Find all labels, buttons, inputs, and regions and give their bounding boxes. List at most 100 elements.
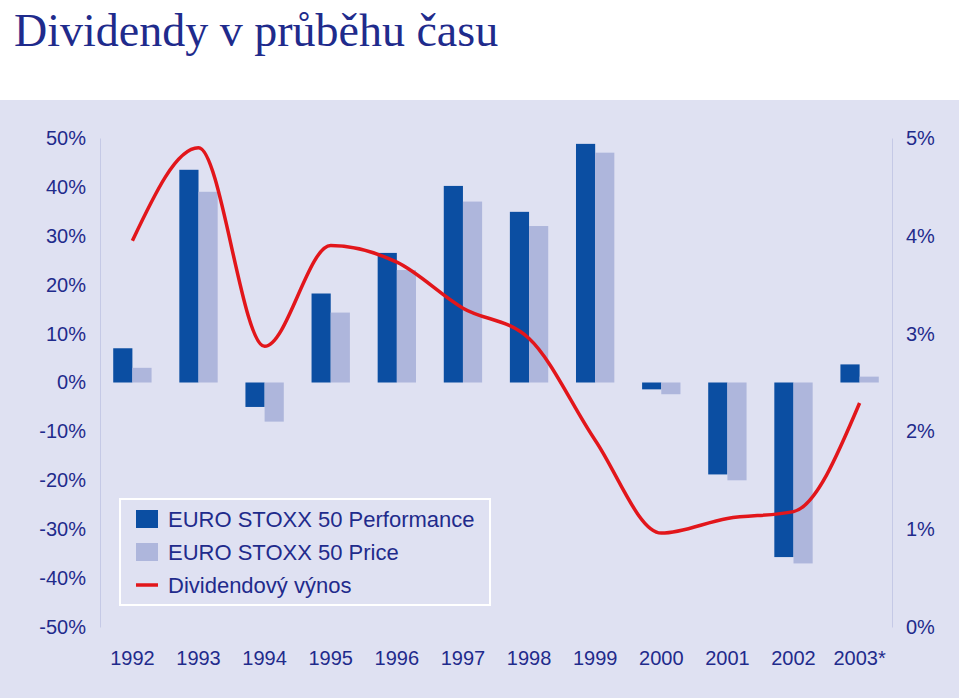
tick-label: -30%: [39, 518, 86, 540]
tick: 2%: [892, 420, 935, 442]
tick-label: 1995: [308, 647, 353, 669]
tick: 1992: [110, 627, 155, 669]
bar: [595, 153, 614, 383]
tick: 3%: [892, 323, 935, 345]
bar: [113, 348, 132, 382]
bar-series: [113, 144, 859, 557]
bar: [793, 383, 812, 564]
bar: [199, 192, 218, 383]
bar: [774, 383, 793, 558]
y2-axis: 0% 1% 2% 3% 4% 5%: [892, 127, 935, 638]
bar: [331, 313, 350, 383]
tick-label: 1996: [375, 647, 420, 669]
bar: [840, 364, 859, 382]
tick-label: 50%: [46, 127, 86, 149]
tick: -40%: [39, 567, 100, 589]
tick-label: 1999: [573, 647, 618, 669]
axis-line: [100, 139, 101, 628]
bar: [642, 383, 661, 390]
tick-label: -40%: [39, 567, 86, 589]
y-axis: -50% -40% -30% -20% -10% 0% 10% 20% 30% 40% 50%: [39, 127, 100, 638]
tick: 1%: [892, 518, 935, 540]
legend-box: [120, 499, 490, 605]
bar: [510, 212, 529, 383]
panel-background: [0, 100, 959, 698]
tick: 5%: [892, 127, 935, 149]
tick-label: 2002: [771, 647, 816, 669]
legend-item: Dividendový výnos: [136, 573, 351, 598]
tick: -50%: [39, 616, 100, 638]
tick: 1993: [176, 627, 221, 669]
tick: 0%: [57, 371, 100, 393]
tick: 1997: [441, 627, 486, 669]
bar: [708, 383, 727, 475]
tick: 1998: [507, 627, 552, 669]
tick-label: 0%: [57, 371, 86, 393]
tick: 1994: [242, 627, 287, 669]
bar: [860, 377, 879, 383]
tick: -30%: [39, 518, 100, 540]
bar: [312, 294, 331, 383]
chart: Dividendy v průběhu času -50% -40% -30% -20%…: [0, 0, 959, 698]
tick-label: -50%: [39, 616, 86, 638]
tick: 1996: [375, 627, 420, 669]
legend-label: Dividendový výnos: [168, 573, 351, 598]
tick: 2002: [771, 627, 816, 669]
tick-label: 2%: [906, 420, 935, 442]
tick-label: 3%: [906, 323, 935, 345]
axis-line: [892, 139, 893, 628]
tick: 0%: [892, 616, 935, 638]
tick-label: 0%: [906, 616, 935, 638]
tick-label: 5%: [906, 127, 935, 149]
axis-line: [101, 627, 893, 628]
legend-swatch: [136, 543, 158, 561]
tick: 50%: [46, 127, 100, 149]
bar: [444, 186, 463, 383]
tick-label: -10%: [39, 420, 86, 442]
tick: 20%: [46, 274, 100, 296]
tick-label: -20%: [39, 469, 86, 491]
tick-label: 1997: [441, 647, 486, 669]
tick-label: 40%: [46, 176, 86, 198]
bar: [576, 144, 595, 383]
legend-label: EURO STOXX 50 Price: [168, 540, 399, 565]
bar: [378, 253, 397, 383]
tick-label: 2003*: [833, 647, 885, 669]
bar: [397, 270, 416, 382]
bar: [661, 383, 680, 395]
bar: [245, 383, 264, 407]
tick: 2000: [639, 627, 684, 669]
tick-label: 1993: [176, 647, 221, 669]
x-axis: 1992 1993 1994 1995 1996 1997 1998 1999 2000 2001…: [101, 627, 893, 669]
tick: 30%: [46, 225, 100, 247]
bar: [132, 368, 151, 383]
bar: [727, 383, 746, 481]
tick: 10%: [46, 323, 100, 345]
line: [132, 148, 859, 533]
bar: [265, 383, 284, 422]
tick: -10%: [39, 420, 100, 442]
legend-item: EURO STOXX 50 Performance: [136, 507, 475, 532]
tick: -20%: [39, 469, 100, 491]
legend-swatch: [136, 510, 158, 528]
tick-label: 10%: [46, 323, 86, 345]
tick: 1999: [573, 627, 618, 669]
bar: [463, 202, 482, 383]
bar: [179, 170, 198, 383]
tick-label: 1992: [110, 647, 155, 669]
legend-label: EURO STOXX 50 Performance: [168, 507, 475, 532]
tick-label: 2000: [639, 647, 684, 669]
tick-label: 4%: [906, 225, 935, 247]
tick: 2003*: [833, 627, 885, 669]
tick: 2001: [705, 627, 750, 669]
tick-label: 1998: [507, 647, 552, 669]
tick: 4%: [892, 225, 935, 247]
legend-item: EURO STOXX 50 Price: [136, 540, 399, 565]
tick-label: 1%: [906, 518, 935, 540]
title: Dividendy v průběhu času: [14, 5, 498, 56]
tick-label: 20%: [46, 274, 86, 296]
legend: EURO STOXX 50 Performance EURO STOXX 50 P…: [120, 499, 490, 605]
tick: 40%: [46, 176, 100, 198]
tick-label: 30%: [46, 225, 86, 247]
tick-label: 2001: [705, 647, 750, 669]
